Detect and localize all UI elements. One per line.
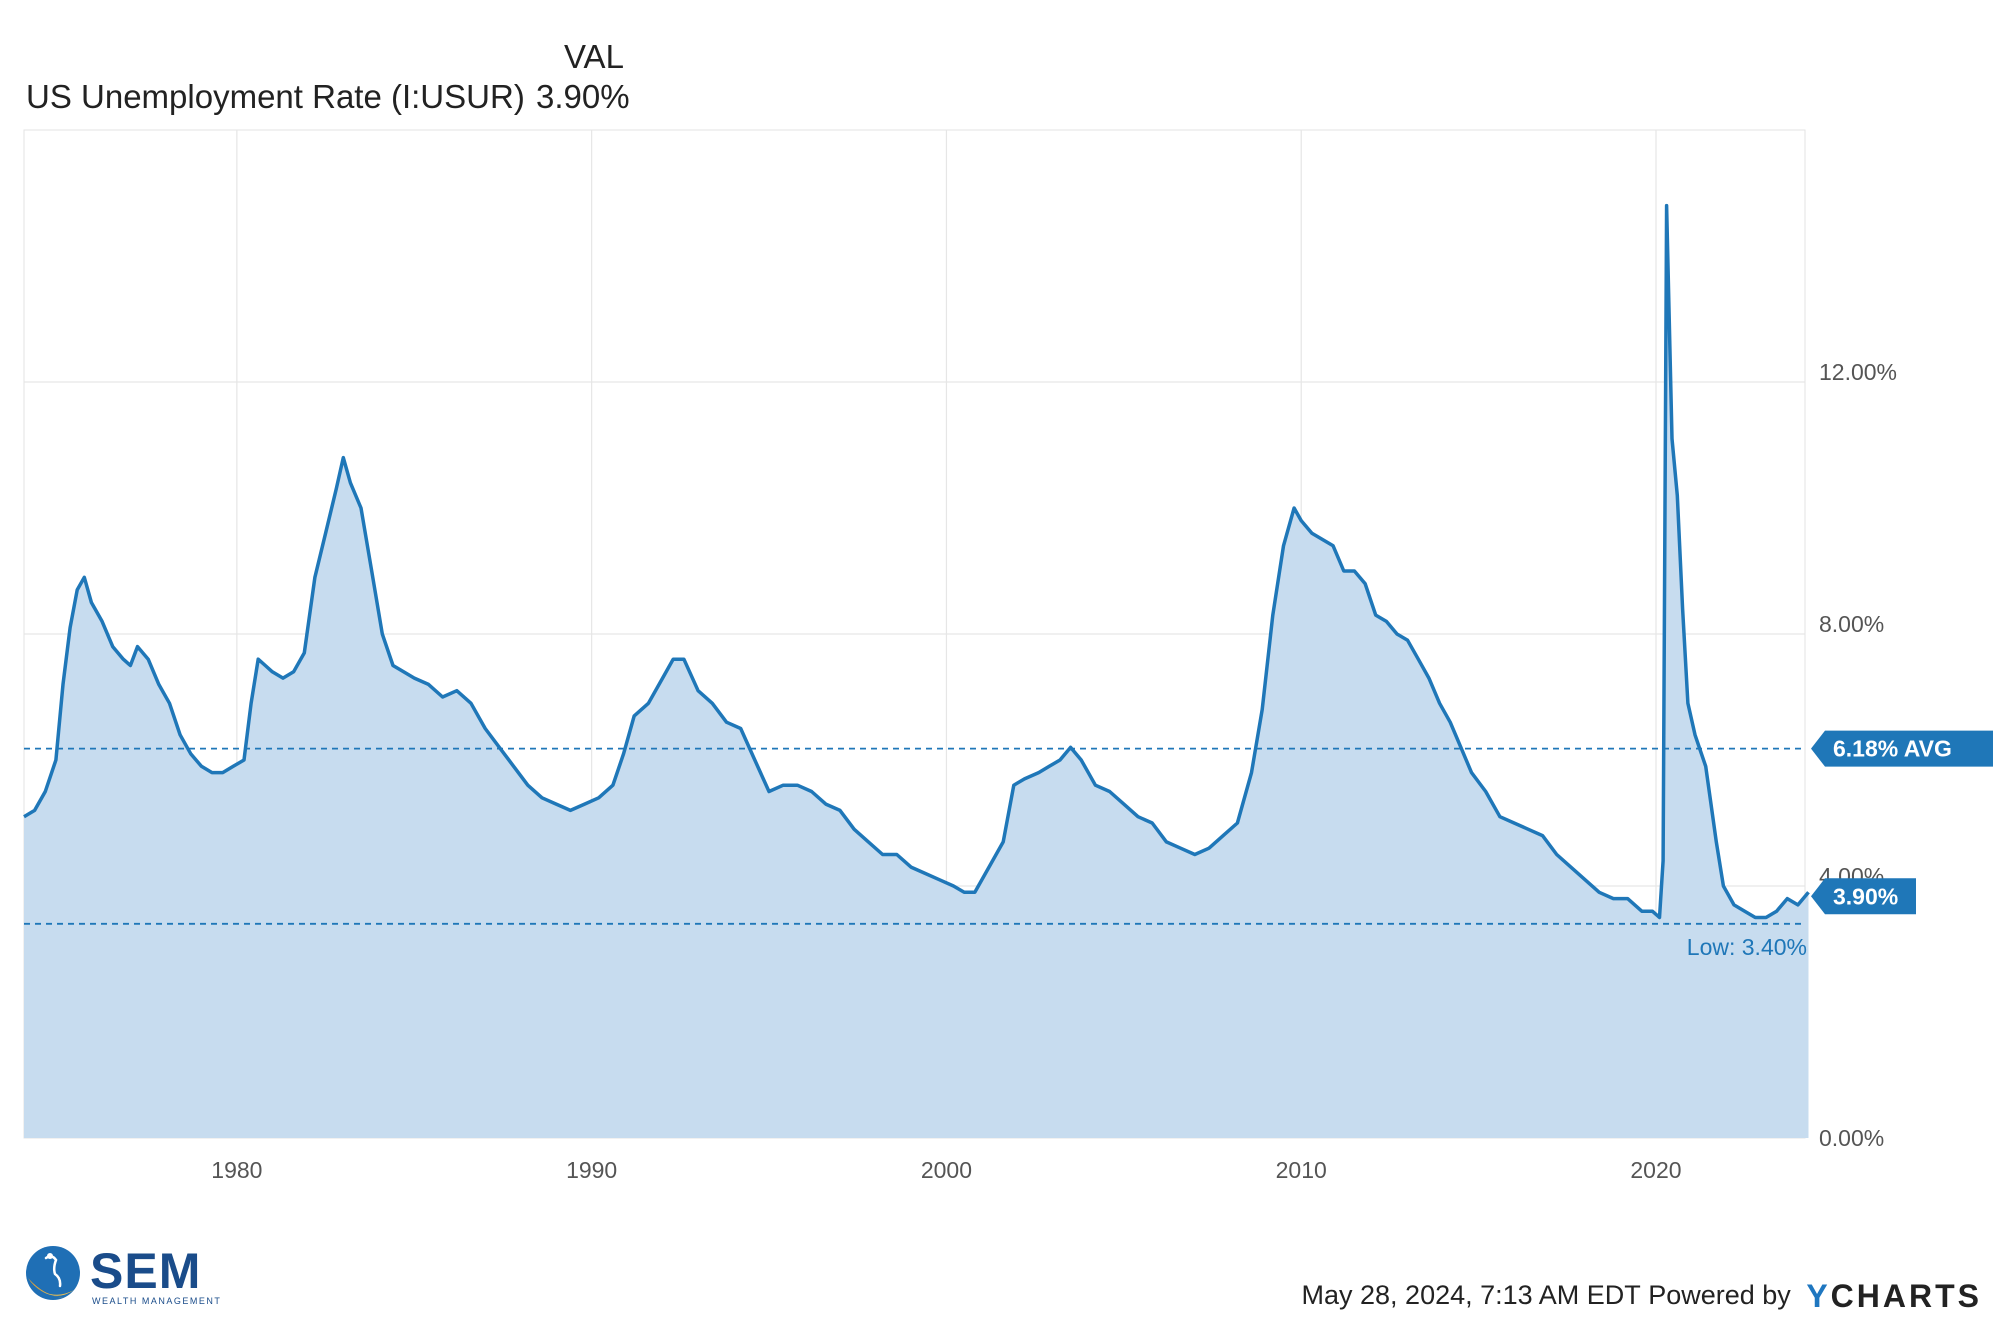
legend-series-value: 3.90%: [536, 78, 630, 115]
legend-series-name[interactable]: US Unemployment Rate (I:USUR): [26, 78, 525, 115]
ycharts-logo-rest: CHARTS: [1830, 1278, 1982, 1315]
avg-badge-bg: [1811, 730, 1993, 767]
series-line: [23, 203, 1810, 920]
series-line-path: [23, 203, 1810, 920]
x-tick-label: 1990: [566, 1157, 617, 1183]
logo-subtitle: WEALTH MANAGEMENT: [92, 1296, 222, 1306]
y-tick-label: 8.00%: [1819, 611, 1884, 637]
x-tick-label: 2000: [921, 1157, 972, 1183]
ycharts-logo[interactable]: YCHARTS: [1806, 1276, 1982, 1315]
y-tick-label: 0.00%: [1819, 1125, 1884, 1151]
sem-globe-icon: [26, 1246, 80, 1300]
ycharts-logo-y: Y: [1806, 1278, 1831, 1315]
series-area: [24, 205, 1809, 1139]
sem-logo: SEM WEALTH MANAGEMENT: [24, 1242, 224, 1312]
x-tick-label: 1980: [211, 1157, 262, 1183]
chart-legend: VAL US Unemployment Rate (I:USUR) 3.90%: [26, 30, 630, 120]
current-value-badge-label: 3.90%: [1833, 883, 1898, 909]
logo-text: SEM: [90, 1243, 202, 1299]
x-tick-label: 2020: [1630, 1157, 1681, 1183]
powered-by-text: Powered by: [1648, 1280, 1791, 1311]
avg-badge-label: 6.18% AVG: [1833, 736, 1952, 762]
footer-attribution: May 28, 2024, 7:13 AM EDT Powered by YCH…: [1302, 1276, 1982, 1316]
timestamp: May 28, 2024, 7:13 AM EDT: [1301, 1280, 1641, 1311]
low-label: Low: 3.40%: [1687, 934, 1807, 960]
legend-column-header: VAL: [564, 38, 624, 75]
series-area-fill: [24, 205, 1809, 1139]
x-tick-label: 2010: [1276, 1157, 1327, 1183]
current-value-badge-bg: [1811, 878, 1916, 915]
axis-labels: 1980 1990 2000 2010 20200.00%4.00%8.00%12.00…: [211, 359, 1897, 1183]
y-tick-label: 12.00%: [1819, 359, 1897, 385]
value-badges: 6.18% AVG Low: 3.40% 3.90%: [1687, 730, 1993, 960]
